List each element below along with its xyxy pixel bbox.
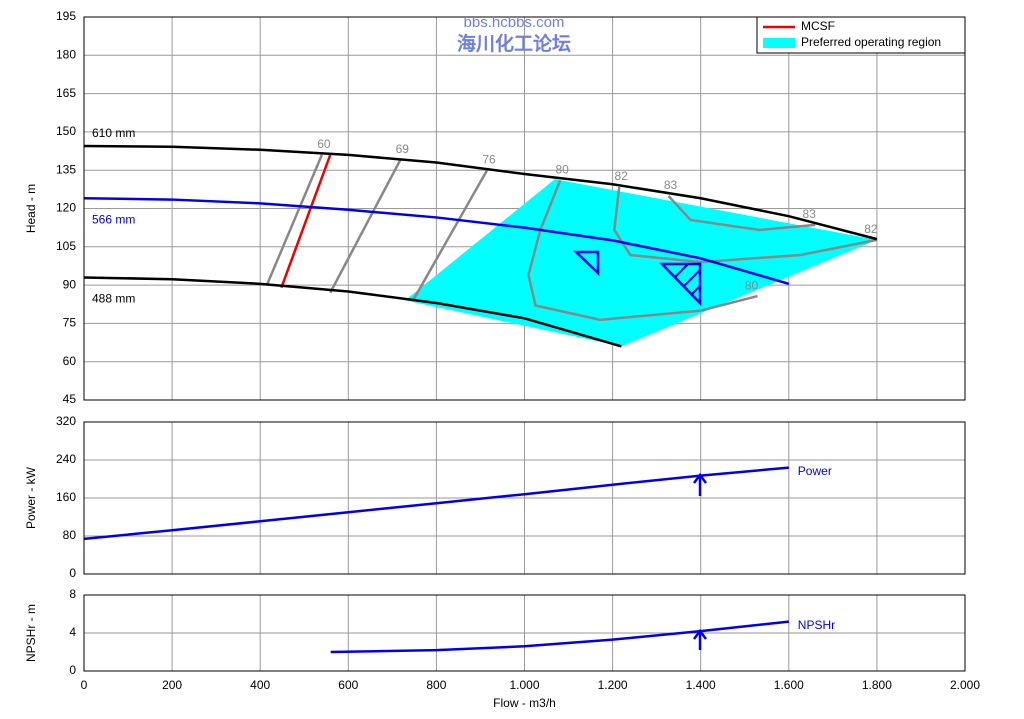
efficiency-label: 76	[482, 152, 496, 166]
y-tick-label: 320	[56, 414, 76, 428]
efficiency-label: 80	[745, 278, 759, 292]
plot-frame	[83, 594, 966, 672]
watermark: 海川化工论坛	[457, 32, 571, 55]
x-tick-label: 1.600	[774, 678, 804, 692]
x-tick-label: 200	[162, 678, 182, 692]
y-tick-label: 105	[56, 239, 76, 253]
y-tick-label: 0	[69, 566, 76, 580]
efficiency-line	[265, 154, 324, 286]
y-tick-label: 240	[56, 452, 76, 466]
y-tick-label: 180	[56, 47, 76, 61]
y-tick-label: 60	[63, 354, 77, 368]
efficiency-label: 80	[556, 163, 570, 177]
efficiency-line	[329, 159, 402, 294]
y-tick-label: 165	[56, 86, 76, 100]
y-tick-label: 80	[63, 528, 77, 542]
plot-frame	[83, 421, 966, 575]
plot-frame	[83, 16, 966, 401]
y-tick-label: 135	[56, 162, 76, 176]
x-tick-label: 0	[81, 678, 88, 692]
x-tick-label: 400	[250, 678, 270, 692]
y-tick-label: 0	[69, 663, 76, 677]
x-axis-label: Flow - m3/h	[493, 696, 556, 710]
y-tick-label: 195	[56, 9, 76, 23]
x-tick-label: 1.800	[862, 678, 892, 692]
y-axis-label: Head - m	[24, 184, 38, 233]
curve-label: 610 mm	[92, 126, 135, 140]
x-tick-label: 800	[426, 678, 446, 692]
marker-shape	[683, 269, 701, 287]
y-tick-label: 45	[63, 392, 77, 406]
curve-label: 488 mm	[92, 292, 135, 306]
curve	[83, 197, 790, 286]
x-tick-label: 600	[338, 678, 358, 692]
x-tick-label: 1.000	[509, 678, 539, 692]
legend-label: MCSF	[801, 19, 835, 33]
y-tick-label: 90	[63, 277, 77, 291]
x-tick-label: 1.200	[598, 678, 628, 692]
efficiency-line	[613, 186, 878, 264]
y-tick-label: 4	[69, 625, 76, 639]
marker-shape	[693, 628, 707, 640]
marker-shape	[691, 285, 701, 295]
efficiency-label: 69	[396, 142, 410, 156]
y-axis-label: Power - kW	[24, 466, 38, 529]
x-tick-label: 1.400	[686, 678, 716, 692]
x-tick-label: 2.000	[950, 678, 980, 692]
efficiency-label: 82	[615, 169, 629, 183]
efficiency-label: 83	[664, 178, 678, 192]
y-axis-label: NPSHr - m	[24, 604, 38, 662]
legend-swatch	[763, 38, 795, 48]
marker-shape	[674, 263, 689, 278]
mcsf-line	[280, 154, 332, 289]
marker-shape	[693, 472, 707, 484]
efficiency-label: 83	[803, 207, 817, 221]
efficiency-label: 60	[317, 137, 331, 151]
curve-label: Power	[798, 464, 832, 478]
efficiency-line	[411, 169, 489, 302]
curve	[83, 276, 622, 348]
y-tick-label: 150	[56, 124, 76, 138]
marker-shape	[572, 250, 600, 276]
curve	[83, 144, 878, 241]
curve-label: 566 mm	[92, 212, 135, 226]
preferred-region	[405, 179, 877, 347]
watermark: bbs.hcbbs.com	[464, 14, 565, 31]
curve	[330, 620, 789, 654]
curve	[83, 466, 789, 541]
efficiency-label: 82	[864, 222, 878, 236]
legend-label: Preferred operating region	[801, 35, 941, 49]
y-tick-label: 160	[56, 490, 76, 504]
curve-label: NPSHr	[798, 618, 835, 632]
y-tick-label: 75	[63, 316, 77, 330]
y-tick-label: 120	[56, 201, 76, 215]
y-tick-label: 8	[69, 587, 76, 601]
efficiency-line	[667, 195, 816, 232]
marker-shape	[659, 262, 702, 307]
